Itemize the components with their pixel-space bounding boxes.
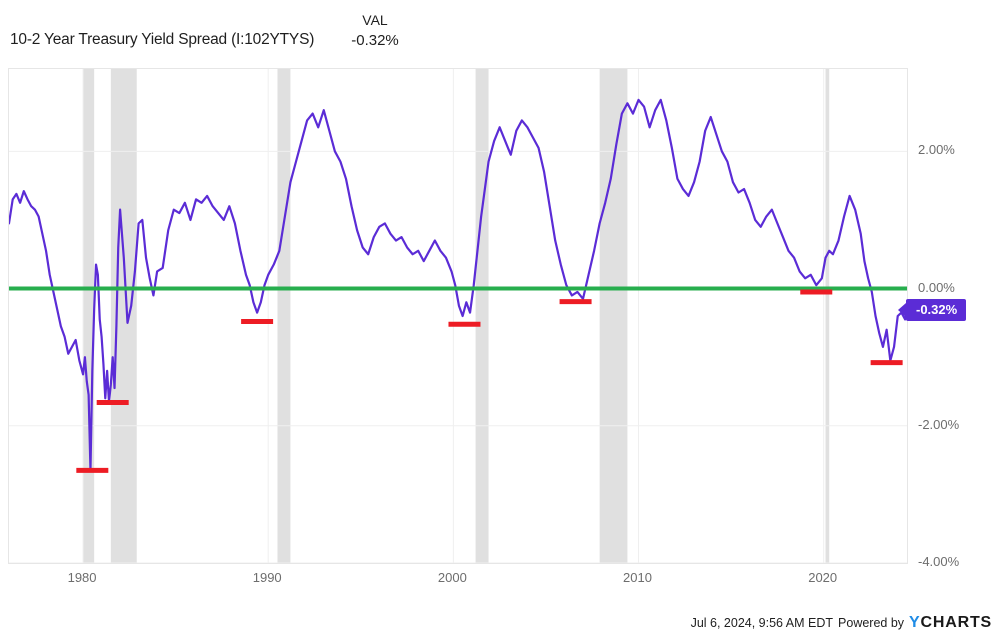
x-axis-tick-label: 1980 — [67, 570, 97, 585]
ycharts-logo-charts: CHARTS — [920, 614, 992, 631]
x-axis-tick-label: 2000 — [437, 570, 467, 585]
y-axis-tick-label: -4.00% — [918, 554, 960, 569]
footer-timestamp: Jul 6, 2024, 9:56 AM EDT — [690, 616, 834, 630]
latest-value-badge: -0.32% — [898, 298, 967, 321]
y-axis-tick-label: -2.00% — [918, 416, 960, 432]
plot-area[interactable] — [8, 68, 908, 564]
page-title: 10-2 Year Treasury Yield Spread (I:102YT… — [10, 31, 315, 48]
recession-band — [277, 69, 291, 563]
x-axis-tick-label: 2020 — [808, 570, 838, 585]
val-column-header: VAL — [362, 12, 388, 28]
x-axis-tick-label: 1990 — [252, 570, 282, 585]
recession-bands-group — [83, 69, 830, 563]
recession-band — [825, 69, 830, 563]
ycharts-logo: Y CHARTS — [909, 614, 992, 632]
recession-band — [475, 69, 489, 563]
val-column: VAL -0.32% — [340, 12, 410, 51]
y-axis-tick-label: 0.00% — [918, 279, 955, 295]
val-column-value: -0.32% — [351, 32, 399, 49]
trough-markers-group — [76, 289, 903, 473]
recession-band — [599, 69, 628, 563]
badge-arrow-icon — [898, 302, 906, 317]
footer: Jul 6, 2024, 9:56 AM EDT Powered by Y CH… — [691, 614, 992, 632]
gridlines-group — [9, 69, 907, 563]
footer-powered-by: Powered by — [838, 616, 905, 630]
chart-header: 10-2 Year Treasury Yield Spread (I:102YT… — [0, 0, 1000, 62]
recession-band — [83, 69, 95, 563]
chart-canvas — [9, 69, 907, 563]
ycharts-logo-y: Y — [909, 614, 921, 631]
latest-value-badge-label: -0.32% — [916, 301, 958, 317]
series-line-group — [9, 98, 907, 472]
recession-band — [110, 69, 137, 563]
series-line — [9, 98, 907, 472]
x-axis-tick-label: 2010 — [623, 570, 652, 585]
y-axis-tick-label: 2.00% — [918, 142, 955, 158]
